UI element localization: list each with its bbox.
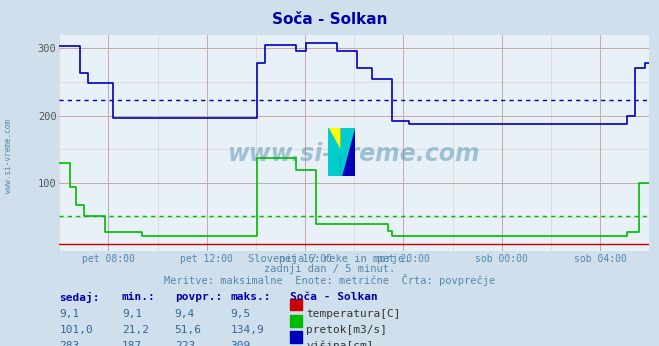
Polygon shape — [328, 128, 341, 176]
Text: Meritve: maksimalne  Enote: metrične  Črta: povprečje: Meritve: maksimalne Enote: metrične Črta… — [164, 274, 495, 286]
Text: 21,2: 21,2 — [122, 325, 149, 335]
Text: Soča - Solkan: Soča - Solkan — [290, 292, 378, 302]
Text: 101,0: 101,0 — [59, 325, 93, 335]
Text: povpr.:: povpr.: — [175, 292, 222, 302]
Text: 187: 187 — [122, 341, 142, 346]
Polygon shape — [328, 152, 341, 176]
Polygon shape — [328, 128, 341, 152]
Polygon shape — [341, 128, 355, 176]
Text: www.si-vreme.com: www.si-vreme.com — [228, 142, 480, 165]
Text: zadnji dan / 5 minut.: zadnji dan / 5 minut. — [264, 264, 395, 274]
Polygon shape — [328, 128, 341, 152]
Polygon shape — [341, 128, 355, 176]
Text: min.:: min.: — [122, 292, 156, 302]
Polygon shape — [328, 128, 341, 152]
Text: maks.:: maks.: — [231, 292, 271, 302]
Text: višina[cm]: višina[cm] — [306, 341, 374, 346]
Text: 9,1: 9,1 — [122, 309, 142, 319]
Text: pretok[m3/s]: pretok[m3/s] — [306, 325, 387, 335]
Polygon shape — [328, 152, 341, 176]
Text: www.si-vreme.com: www.si-vreme.com — [4, 119, 13, 193]
Text: 283: 283 — [59, 341, 80, 346]
Text: Soča - Solkan: Soča - Solkan — [272, 12, 387, 27]
Polygon shape — [341, 128, 355, 176]
Text: temperatura[C]: temperatura[C] — [306, 309, 401, 319]
Text: 309: 309 — [231, 341, 251, 346]
Text: 134,9: 134,9 — [231, 325, 264, 335]
Text: sedaj:: sedaj: — [59, 292, 100, 303]
Text: 9,4: 9,4 — [175, 309, 195, 319]
Text: 51,6: 51,6 — [175, 325, 202, 335]
Text: 9,5: 9,5 — [231, 309, 251, 319]
Text: 223: 223 — [175, 341, 195, 346]
Text: 9,1: 9,1 — [59, 309, 80, 319]
Text: Slovenija / reke in morje.: Slovenija / reke in morje. — [248, 254, 411, 264]
